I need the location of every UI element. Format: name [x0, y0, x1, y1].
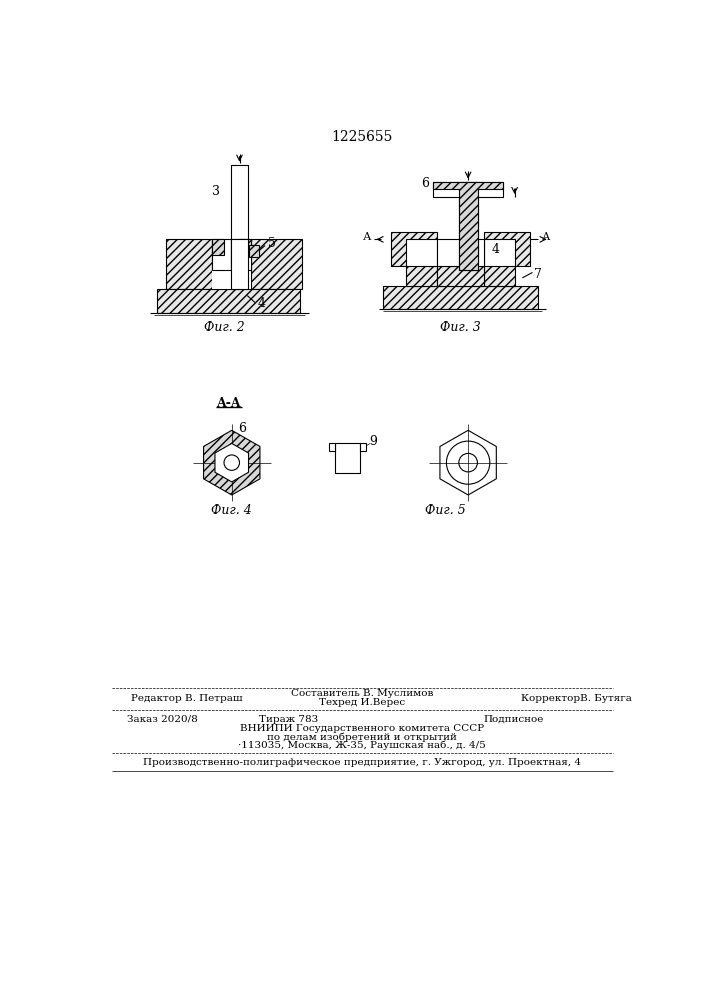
Polygon shape — [383, 286, 538, 309]
Polygon shape — [391, 232, 437, 286]
Polygon shape — [156, 289, 300, 312]
Text: 6: 6 — [238, 422, 246, 435]
Text: 3: 3 — [212, 185, 221, 198]
Text: 5: 5 — [268, 237, 276, 250]
Polygon shape — [459, 182, 478, 270]
Polygon shape — [335, 443, 360, 473]
Text: Подписное: Подписное — [484, 715, 544, 724]
Text: Фиг. 2: Фиг. 2 — [204, 321, 245, 334]
Text: Составитель В. Муслимов: Составитель В. Муслимов — [291, 689, 433, 698]
Polygon shape — [231, 239, 251, 270]
Polygon shape — [329, 443, 335, 451]
Text: Фиг. 5: Фиг. 5 — [424, 504, 465, 517]
Polygon shape — [433, 182, 503, 270]
Polygon shape — [238, 239, 251, 255]
Polygon shape — [231, 165, 248, 270]
Text: Фиг. 4: Фиг. 4 — [211, 504, 252, 517]
Text: Тираж 783: Тираж 783 — [259, 715, 318, 724]
Polygon shape — [249, 245, 259, 257]
Polygon shape — [484, 239, 515, 266]
Text: Фиг. 3: Фиг. 3 — [440, 321, 481, 334]
Polygon shape — [204, 430, 260, 495]
Polygon shape — [484, 232, 530, 286]
Polygon shape — [212, 239, 251, 289]
Polygon shape — [406, 239, 437, 266]
Text: Заказ 2020/8: Заказ 2020/8 — [127, 715, 198, 724]
Text: A-A: A-A — [216, 397, 241, 410]
Polygon shape — [440, 430, 496, 495]
Polygon shape — [360, 443, 366, 451]
Text: Редактор В. Петраш: Редактор В. Петраш — [131, 694, 243, 703]
Text: ВНИИПИ Государственного комитета СССР: ВНИИПИ Государственного комитета СССР — [240, 724, 484, 733]
Polygon shape — [251, 239, 301, 289]
Text: по делам изобретений и открытий: по делам изобретений и открытий — [267, 732, 457, 742]
Text: А: А — [542, 232, 550, 242]
Text: Производственно-полиграфическое предприятие, г. Ужгород, ул. Проектная, 4: Производственно-полиграфическое предприя… — [143, 758, 581, 767]
Text: 7: 7 — [534, 267, 542, 280]
Polygon shape — [215, 443, 249, 482]
Text: 4: 4 — [257, 297, 265, 310]
Text: КорректорВ. Бутяга: КорректорВ. Бутяга — [521, 694, 632, 703]
Polygon shape — [433, 182, 503, 197]
Polygon shape — [231, 239, 248, 289]
Text: Техред И.Верес: Техред И.Верес — [319, 698, 405, 707]
Text: 4: 4 — [491, 243, 499, 256]
Text: 9: 9 — [370, 435, 378, 448]
Polygon shape — [437, 239, 484, 266]
Polygon shape — [212, 239, 224, 255]
Polygon shape — [212, 239, 231, 270]
Polygon shape — [437, 266, 484, 286]
Polygon shape — [166, 239, 212, 289]
Text: 1225655: 1225655 — [332, 130, 392, 144]
Text: ·113035, Москва, Ж-35, Раушская наб., д. 4/5: ·113035, Москва, Ж-35, Раушская наб., д.… — [238, 740, 486, 750]
Text: 6: 6 — [421, 177, 429, 190]
Text: А: А — [363, 232, 371, 242]
